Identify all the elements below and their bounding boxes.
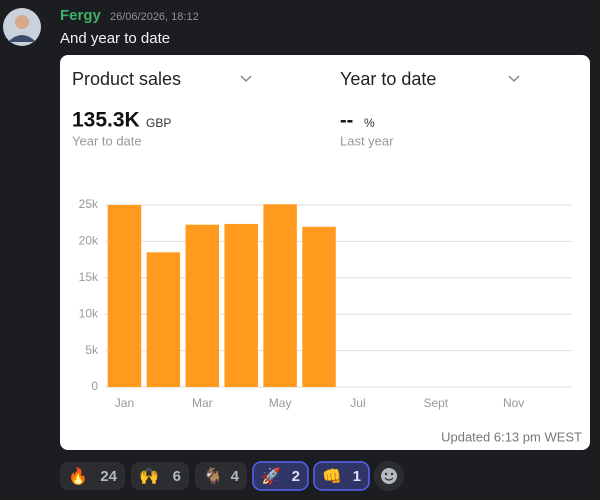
reaction-emoji: 🔥 [68, 467, 88, 486]
x-tick-label: Jan [115, 396, 134, 410]
reaction[interactable] [60, 462, 125, 490]
y-tick-label: 20k [79, 234, 99, 248]
bar [146, 252, 181, 387]
metric-select[interactable]: Product sales [72, 69, 181, 89]
author[interactable]: Fergy [60, 7, 102, 24]
period-select[interactable]: Year to date [340, 69, 436, 89]
x-tick-label: Mar [192, 396, 213, 410]
x-tick-label: Jul [350, 396, 365, 410]
reaction-count: 24 [100, 468, 117, 485]
y-tick-label: 10k [79, 306, 99, 320]
bar [224, 223, 258, 387]
avatar-body [8, 35, 36, 42]
avatar-face [15, 15, 29, 29]
bar [185, 224, 220, 387]
add-reaction-icon [381, 468, 397, 484]
y-tick-label: 5k [85, 343, 99, 357]
reaction[interactable] [313, 461, 370, 491]
reaction-emoji: 👊 [322, 467, 342, 486]
comparison-unit: % [364, 116, 375, 130]
reaction-count: 1 [353, 468, 361, 485]
comparison-caption: Last year [340, 133, 394, 148]
reaction-count: 6 [173, 468, 181, 485]
footer: Updated 6:13 pm WEST [441, 429, 582, 444]
x-tick-label: Sept [423, 396, 448, 410]
bar [107, 205, 142, 387]
reaction-emoji: 🐐 [203, 467, 223, 486]
timestamp: 26/06/2026, 18:12 [110, 11, 199, 23]
chevron[interactable] [240, 75, 252, 83]
reaction-emoji: 🚀 [261, 467, 281, 486]
y-tick-label: 15k [79, 270, 99, 284]
x-tick-label: Nov [503, 396, 524, 410]
metric-unit: GBP [146, 116, 171, 130]
bar [302, 226, 336, 387]
comparison-value: -- [340, 109, 353, 131]
y-tick-label: 25k [79, 197, 99, 211]
reaction[interactable] [252, 461, 309, 491]
message-text: And year to date [60, 30, 170, 47]
reaction-count: 2 [292, 468, 300, 485]
icon-eye [390, 472, 394, 476]
metric-value: 135.3K [72, 109, 140, 132]
reaction[interactable] [195, 462, 247, 490]
icon-eye [384, 472, 388, 476]
icon-mouth [384, 477, 394, 481]
reaction-count: 4 [231, 468, 240, 485]
reaction[interactable] [131, 462, 189, 490]
chevron[interactable] [508, 75, 520, 83]
bar [263, 204, 297, 387]
y-tick-label: 0 [91, 379, 98, 393]
value-caption: Year to date [72, 133, 142, 148]
reaction-emoji: 🙌 [139, 467, 159, 486]
x-tick-label: May [269, 396, 292, 410]
